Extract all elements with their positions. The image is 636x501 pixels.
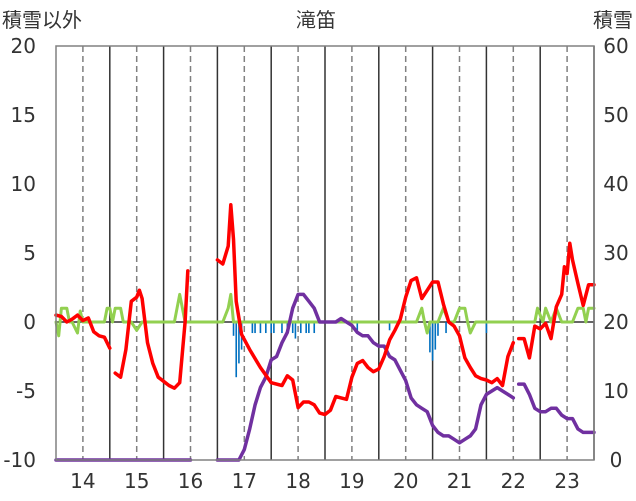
x-tick-label: 22 (501, 469, 526, 493)
x-tick-label: 17 (232, 469, 257, 493)
precipitation-bar (485, 322, 488, 334)
temperature-line (215, 202, 516, 417)
left-axis-label: 積雪以外 (2, 8, 82, 32)
y-right-tick-label: 20 (603, 310, 628, 334)
y-right-tick-label: 30 (603, 241, 628, 265)
y-left-tick-label: 10 (11, 172, 36, 196)
x-tick-label: 16 (178, 469, 203, 493)
plot-frame (55, 45, 595, 461)
precipitation-bar (273, 322, 275, 334)
precipitation-bar (270, 322, 273, 334)
temperature-line (516, 241, 596, 360)
precipitation-bar (291, 322, 294, 334)
y-right-tick-label: 50 (603, 103, 628, 127)
precipitation-bar (281, 322, 283, 334)
precipitation-bar (235, 322, 238, 378)
precipitation-bar (294, 322, 297, 339)
y-left-tick-label: 15 (11, 103, 36, 127)
right-axis-label: 積雪 (593, 8, 633, 32)
precipitation-bar (254, 322, 256, 334)
snow_depth-line (215, 292, 516, 462)
x-tick-label: 15 (124, 469, 149, 493)
precipitation-bar (434, 322, 437, 350)
snow_depth-line (516, 382, 596, 435)
x-tick-label: 18 (285, 469, 310, 493)
x-tick-label: 23 (554, 469, 579, 493)
precipitation-bar (431, 322, 434, 361)
y-left-tick-label: 0 (23, 310, 36, 334)
y-left-tick-label: -5 (16, 379, 36, 403)
y-right-tick-label: 40 (603, 172, 628, 196)
precipitation-bar (356, 322, 359, 334)
y-right-tick-label: 60 (603, 34, 628, 58)
chart-title: 滝笛 (296, 8, 336, 32)
x-tick-label: 14 (70, 469, 95, 493)
precipitation-bar (259, 322, 262, 334)
y-left-tick-label: 20 (11, 34, 36, 58)
wind-line (54, 292, 596, 338)
precipitation-bar (305, 322, 307, 334)
x-tick-label: 19 (339, 469, 364, 493)
x-tick-label: 21 (447, 469, 472, 493)
precipitation-bar (299, 322, 302, 334)
y-right-tick-label: 0 (610, 448, 623, 472)
temperature-line (113, 269, 190, 390)
precipitation-bar (313, 322, 316, 334)
precipitation-bar (429, 322, 431, 353)
precipitation-bar (445, 322, 447, 334)
precipitation-bar (251, 322, 254, 334)
temperature-line (54, 313, 112, 350)
precipitation-bar (437, 322, 439, 336)
x-tick-label: 20 (393, 469, 418, 493)
precipitation-bar (232, 322, 235, 336)
precipitation-bar (308, 322, 310, 334)
precipitation-bar (265, 322, 267, 334)
precipitation-bar (238, 322, 240, 364)
y-right-tick-label: 10 (603, 379, 628, 403)
y-left-tick-label: -10 (3, 448, 36, 472)
y-left-tick-label: 5 (23, 241, 36, 265)
precipitation-bar (388, 322, 391, 331)
